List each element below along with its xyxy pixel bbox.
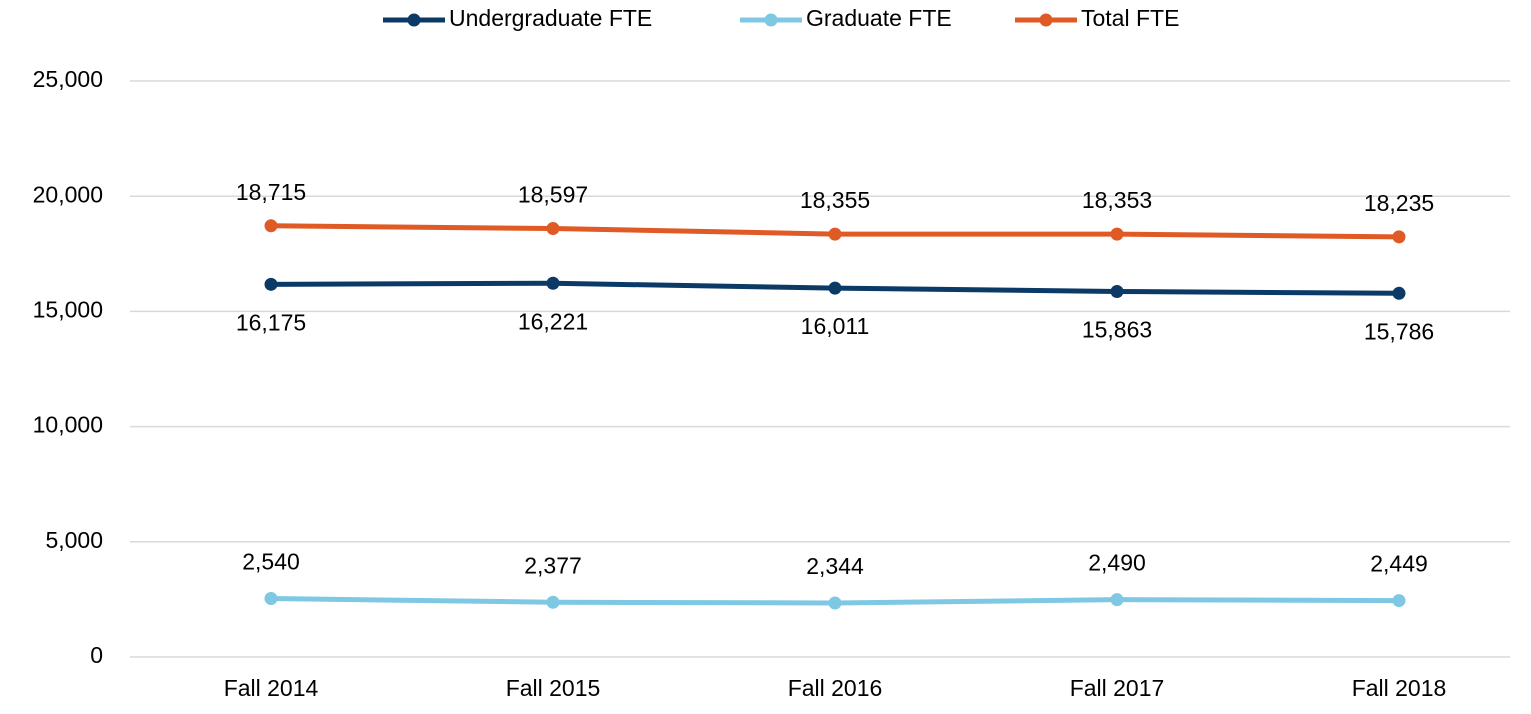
legend-marker: [764, 13, 778, 27]
data-point: [1110, 285, 1124, 299]
data-point: [1392, 286, 1406, 300]
data-label: 18,597: [518, 182, 588, 208]
x-tick-label: Fall 2014: [224, 675, 319, 701]
data-point: [1110, 227, 1124, 241]
x-tick-label: Fall 2017: [1070, 675, 1165, 701]
y-tick-label: 15,000: [33, 296, 103, 322]
data-label: 15,863: [1082, 317, 1152, 343]
data-point: [264, 219, 278, 233]
y-tick-label: 10,000: [33, 412, 103, 438]
data-point: [546, 595, 560, 609]
data-label: 2,377: [524, 552, 582, 578]
data-label: 18,355: [800, 187, 870, 213]
x-tick-label: Fall 2015: [506, 675, 601, 701]
data-label: 18,715: [236, 179, 306, 205]
data-point: [828, 227, 842, 241]
data-point: [264, 277, 278, 291]
data-point: [546, 222, 560, 236]
data-label: 16,221: [518, 308, 588, 334]
data-label: 2,344: [806, 553, 864, 579]
data-label: 16,011: [801, 313, 870, 339]
data-label: 2,540: [242, 549, 300, 575]
data-point: [1392, 594, 1406, 608]
data-point: [546, 276, 560, 290]
data-label: 15,786: [1364, 318, 1434, 344]
data-point: [828, 596, 842, 610]
legend-label: Total FTE: [1081, 5, 1179, 31]
data-point: [1392, 230, 1406, 244]
data-point: [1110, 593, 1124, 607]
x-tick-label: Fall 2016: [788, 675, 883, 701]
data-label: 2,490: [1088, 550, 1146, 576]
y-tick-label: 0: [90, 642, 103, 668]
legend-marker: [407, 13, 421, 27]
y-tick-label: 25,000: [33, 66, 103, 92]
data-label: 18,353: [1082, 187, 1152, 213]
y-tick-label: 20,000: [33, 181, 103, 207]
data-point: [828, 281, 842, 295]
y-tick-label: 5,000: [45, 527, 103, 553]
legend-label: Graduate FTE: [806, 5, 952, 31]
data-label: 16,175: [236, 309, 306, 335]
data-label: 2,449: [1370, 551, 1428, 577]
legend-label: Undergraduate FTE: [449, 5, 652, 31]
data-label: 18,235: [1364, 190, 1434, 216]
legend-marker: [1039, 13, 1053, 27]
data-point: [264, 591, 278, 605]
x-tick-label: Fall 2018: [1352, 675, 1447, 701]
